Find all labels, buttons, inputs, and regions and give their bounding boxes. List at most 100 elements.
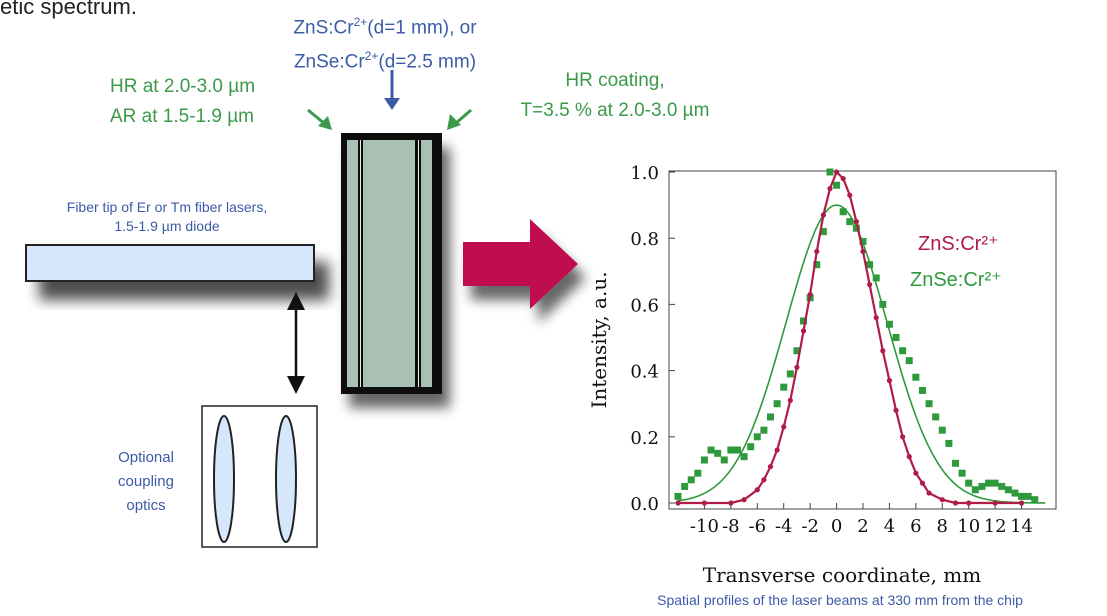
znse-data-point <box>912 374 919 381</box>
chart-x-axis-label: Transverse coordinate, mm <box>703 563 982 587</box>
znse-data-point <box>727 447 734 454</box>
znse-data-point <box>780 384 787 391</box>
chart-x-tick-label: 6 <box>910 516 921 537</box>
zns-data-point <box>1019 500 1024 505</box>
znse-data-point <box>978 483 985 490</box>
znse-data-point <box>879 301 886 308</box>
zns-data-point <box>913 471 918 476</box>
znse-data-point <box>985 480 992 487</box>
chart-x-tick-label: -6 <box>749 516 767 537</box>
chart-x-tick-label: -2 <box>801 516 819 537</box>
zns-data-point <box>821 212 826 217</box>
zns-data-point <box>953 500 958 505</box>
znse-data-point <box>741 453 748 460</box>
znse-data-point <box>893 334 900 341</box>
zns-data-point <box>675 500 680 505</box>
znse-data-point <box>681 483 688 490</box>
chart-y-tick-label: 0.2 <box>630 428 659 449</box>
zns-data-point <box>867 282 872 287</box>
chart-y-tick-label: 0.4 <box>630 362 659 383</box>
zns-data-point <box>768 464 773 469</box>
chart-y-tick-label: 0.6 <box>630 295 659 316</box>
zns-data-point <box>781 424 786 429</box>
znse-data-point <box>1018 493 1025 500</box>
chart-x-tick-label: 12 <box>984 516 1007 537</box>
zns-data-point <box>755 487 760 492</box>
znse-data-point <box>774 400 781 407</box>
chart-x-tick-label: 8 <box>937 516 948 537</box>
znse-data-point <box>959 470 966 477</box>
zns-data-point <box>940 497 945 502</box>
znse-data-point <box>992 480 999 487</box>
coupling-arrowhead-down <box>287 376 305 394</box>
output-direction-arrow <box>463 219 578 309</box>
chart-y-tick-label: 0.8 <box>630 229 659 250</box>
zns-data-point <box>880 348 885 353</box>
zns-data-point <box>801 328 806 333</box>
znse-data-point <box>952 460 959 467</box>
znse-data-point <box>833 182 840 189</box>
znse-data-point <box>1005 486 1012 493</box>
znse-data-point <box>998 483 1005 490</box>
chart-legend-zns: ZnS:Cr²⁺ <box>918 233 999 255</box>
znse-data-point <box>1025 493 1032 500</box>
laser-crystal-chip <box>341 133 442 394</box>
chart-y-tick-label: 1.0 <box>630 163 659 184</box>
znse-data-point <box>939 427 946 434</box>
znse-data-point <box>754 433 761 440</box>
chart-x-tick-label: 0 <box>831 516 842 537</box>
chart-y-axis-label: Intensity, a.u. <box>587 271 611 408</box>
znse-data-point <box>840 208 847 215</box>
znse-data-point <box>708 447 715 454</box>
znse-data-point <box>826 169 833 176</box>
zns-data-point <box>907 454 912 459</box>
znse-data-point <box>932 413 939 420</box>
znse-data-point <box>1031 496 1038 503</box>
znse-data-point <box>846 218 853 225</box>
zns-data-point <box>841 176 846 181</box>
chart-y-tick-label: 0.0 <box>630 494 659 515</box>
zns-data-point <box>702 500 707 505</box>
zns-data-point <box>794 365 799 370</box>
zns-data-point <box>920 481 925 486</box>
fiber-tip <box>26 245 314 281</box>
chart-x-tick-label: -4 <box>775 516 793 537</box>
zns-data-point <box>854 219 859 224</box>
chart-x-tick-label: -8 <box>722 516 740 537</box>
znse-data-point <box>787 370 794 377</box>
zns-data-point <box>847 193 852 198</box>
zns-data-point <box>788 398 793 403</box>
zns-data-point <box>874 315 879 320</box>
znse-data-point <box>899 347 906 354</box>
zns-data-point <box>887 378 892 383</box>
zns-data-point <box>808 292 813 297</box>
zns-data-point <box>775 447 780 452</box>
zns-data-point <box>900 434 905 439</box>
chart-legend-znse: ZnSe:Cr²⁺ <box>910 269 1002 291</box>
zns-data-point <box>834 169 839 174</box>
znse-data-point <box>1011 490 1018 497</box>
beam-profile-chart: 0.00.20.40.60.81.0-10 -8 -6 -4 -2 0 2 4 6 8 10 12 14… <box>587 163 1056 587</box>
znse-data-point <box>926 400 933 407</box>
znse-data-point <box>873 274 880 281</box>
zns-data-point <box>966 500 971 505</box>
zns-data-point <box>993 500 998 505</box>
zns-data-point <box>926 490 931 495</box>
zns-data-point <box>814 249 819 254</box>
zns-data-point <box>860 249 865 254</box>
znse-data-point <box>675 493 682 500</box>
chart-x-tick-label: -10 <box>690 516 719 537</box>
znse-data-point <box>972 486 979 493</box>
znse-data-point <box>688 476 695 483</box>
chart-x-tick-label: 14 <box>1010 516 1033 537</box>
znse-data-point <box>965 480 972 487</box>
znse-data-point <box>721 456 728 463</box>
chart-x-tick-label: 2 <box>857 516 868 537</box>
znse-data-point <box>734 447 741 454</box>
chart-x-tick-label: 4 <box>884 516 895 537</box>
coupling-lens-right <box>276 416 296 542</box>
znse-data-point <box>760 427 767 434</box>
zns-data-point <box>761 477 766 482</box>
zns-data-point <box>893 408 898 413</box>
